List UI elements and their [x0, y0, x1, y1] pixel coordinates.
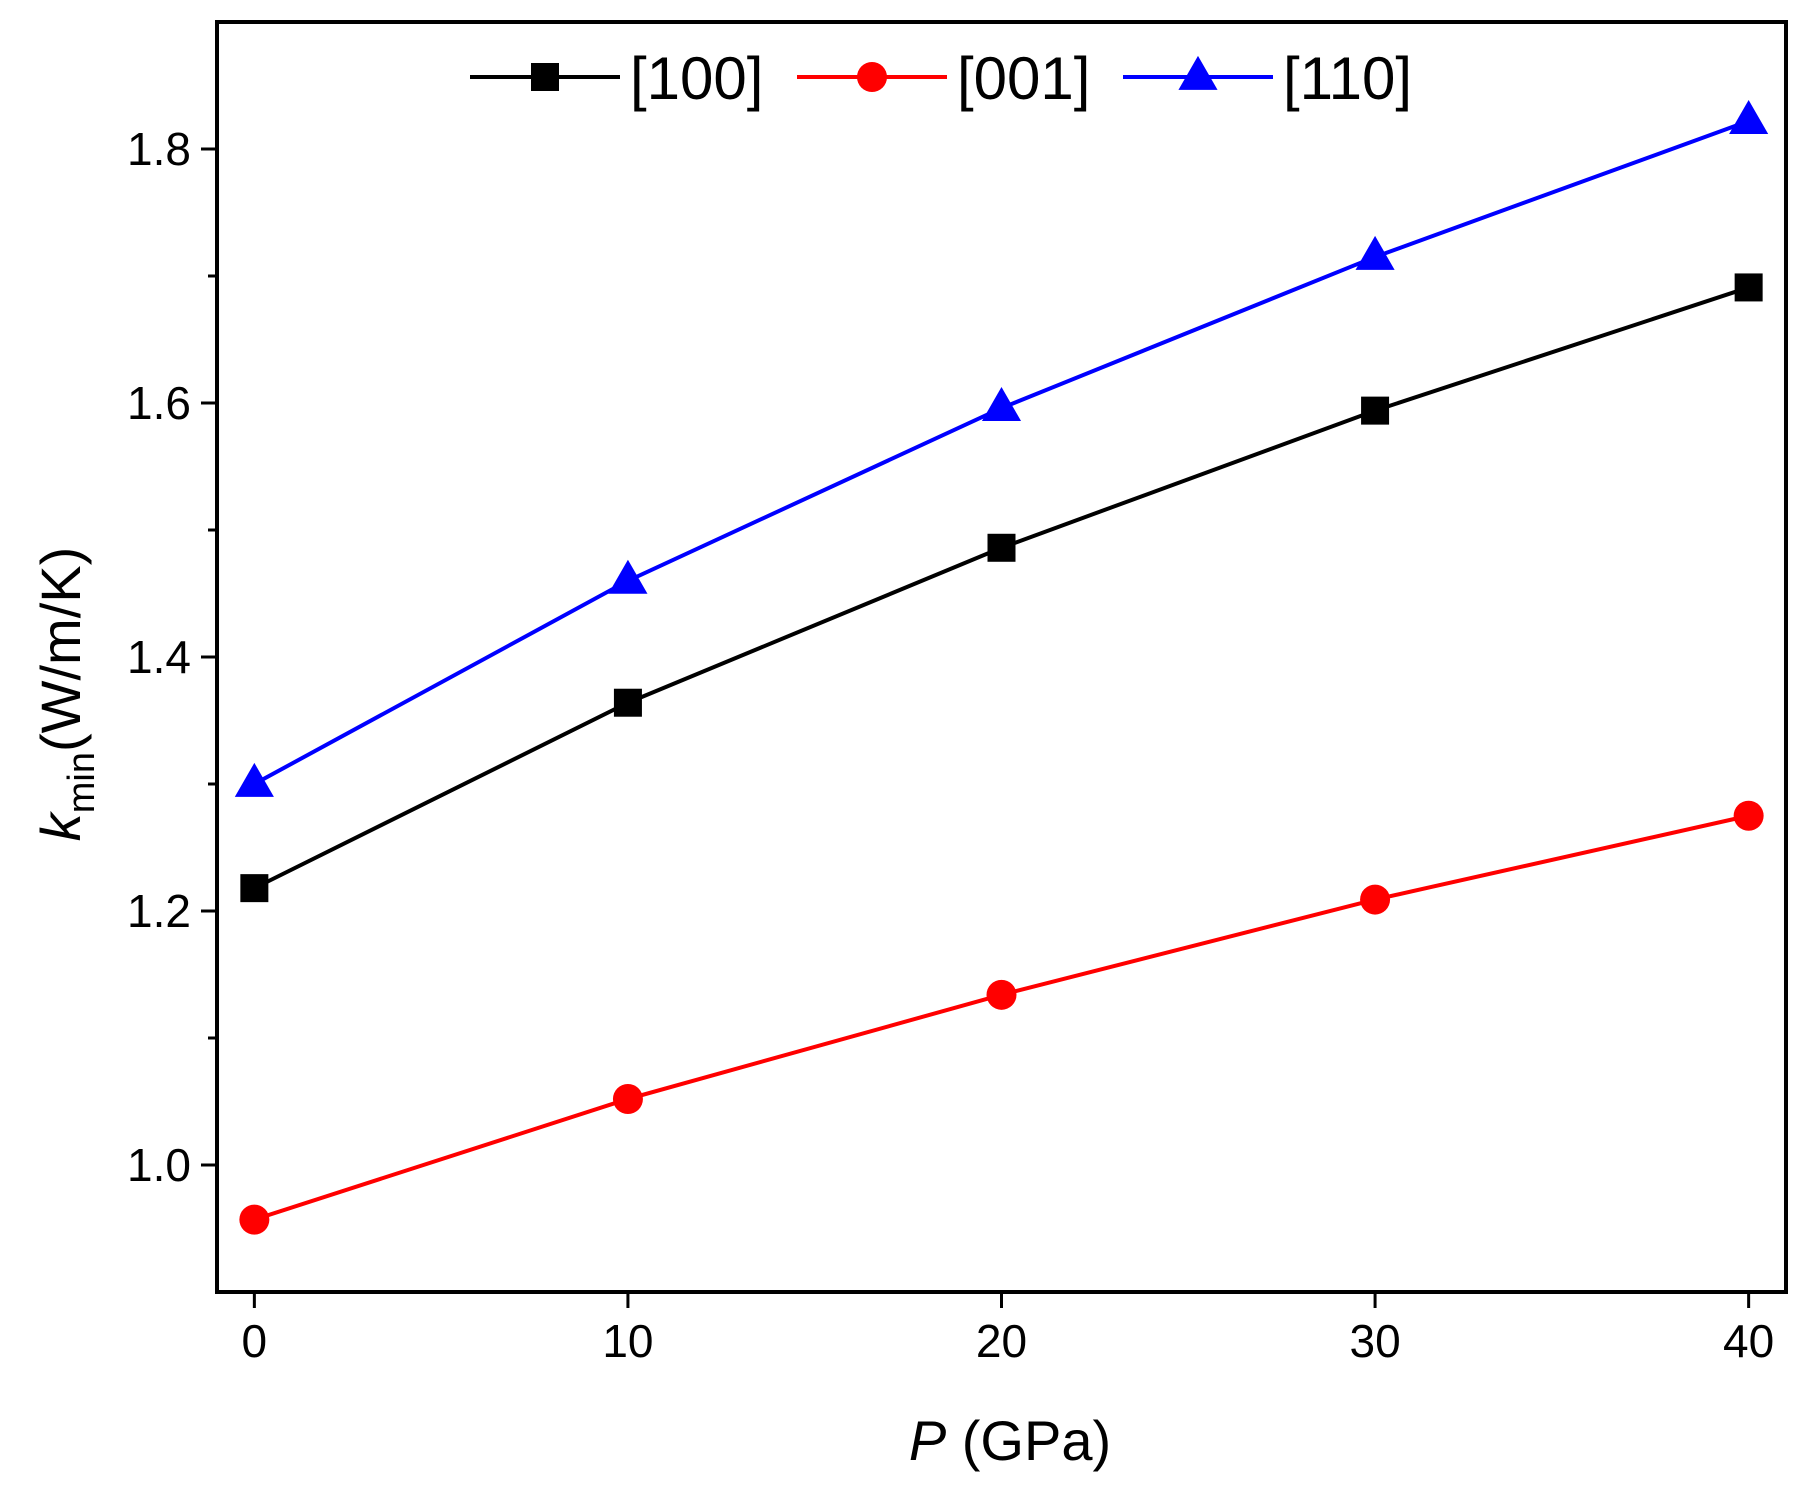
x-axis-label-variable: P [909, 1409, 946, 1472]
x-tick-label: 20 [976, 1315, 1027, 1367]
y-axis-label: kmin(W/m/K) [29, 547, 103, 842]
data-point-square [1361, 396, 1390, 425]
data-point-square [240, 874, 269, 903]
y-axis-label-unit: (W/m/K) [29, 547, 92, 752]
legend-label: [001] [957, 45, 1090, 112]
x-tick-label: 10 [602, 1315, 653, 1367]
legend-marker-triangle [1178, 55, 1218, 90]
series-layer [234, 99, 1769, 1235]
data-point-triangle [1729, 99, 1769, 134]
data-point-circle [986, 979, 1017, 1010]
y-tick-label: 1.0 [127, 1139, 191, 1191]
y-tick-label: 1.6 [127, 377, 191, 429]
legend-entry: [110] [1123, 45, 1412, 112]
data-point-square [1734, 273, 1763, 302]
series-001 [239, 800, 1764, 1235]
legend-entry: [100] [470, 45, 763, 112]
axes-layer: 0 10 20 30 40 1.0 1.2 1.4 1.6 1.8 [127, 20, 1788, 1367]
data-point-triangle [234, 762, 274, 797]
series-100 [240, 273, 1763, 903]
y-axis-label-subscript: min [61, 752, 103, 813]
data-point-triangle [981, 387, 1022, 421]
data-point-square [613, 688, 642, 717]
data-point-circle [1733, 800, 1764, 831]
data-point-circle [1360, 884, 1391, 915]
y-tick-label: 1.4 [127, 631, 191, 683]
series-110 [234, 99, 1769, 797]
legend-entry: [001] [797, 45, 1090, 112]
y-tick-label: 1.2 [127, 885, 191, 937]
y-axis-label-variable: k [29, 810, 92, 841]
data-point-triangle [1355, 235, 1395, 270]
x-tick-label: 0 [242, 1315, 268, 1367]
y-tick-label: 1.8 [127, 123, 191, 175]
data-point-triangle [608, 559, 648, 594]
x-axis-label-unit: (GPa) [946, 1409, 1111, 1472]
legend-label: [110] [1283, 45, 1412, 112]
data-point-circle [612, 1083, 643, 1114]
data-point-circle [239, 1204, 270, 1235]
x-tick-label: 40 [1723, 1315, 1774, 1367]
legend: [100] [001] [110] [470, 45, 1412, 112]
x-axis-label: P (GPa) [909, 1409, 1111, 1472]
data-point-square [987, 533, 1016, 562]
x-tick-label: 30 [1349, 1315, 1400, 1367]
legend-marker-square [531, 63, 559, 91]
legend-marker-circle [857, 62, 887, 92]
legend-label: [100] [630, 45, 763, 112]
